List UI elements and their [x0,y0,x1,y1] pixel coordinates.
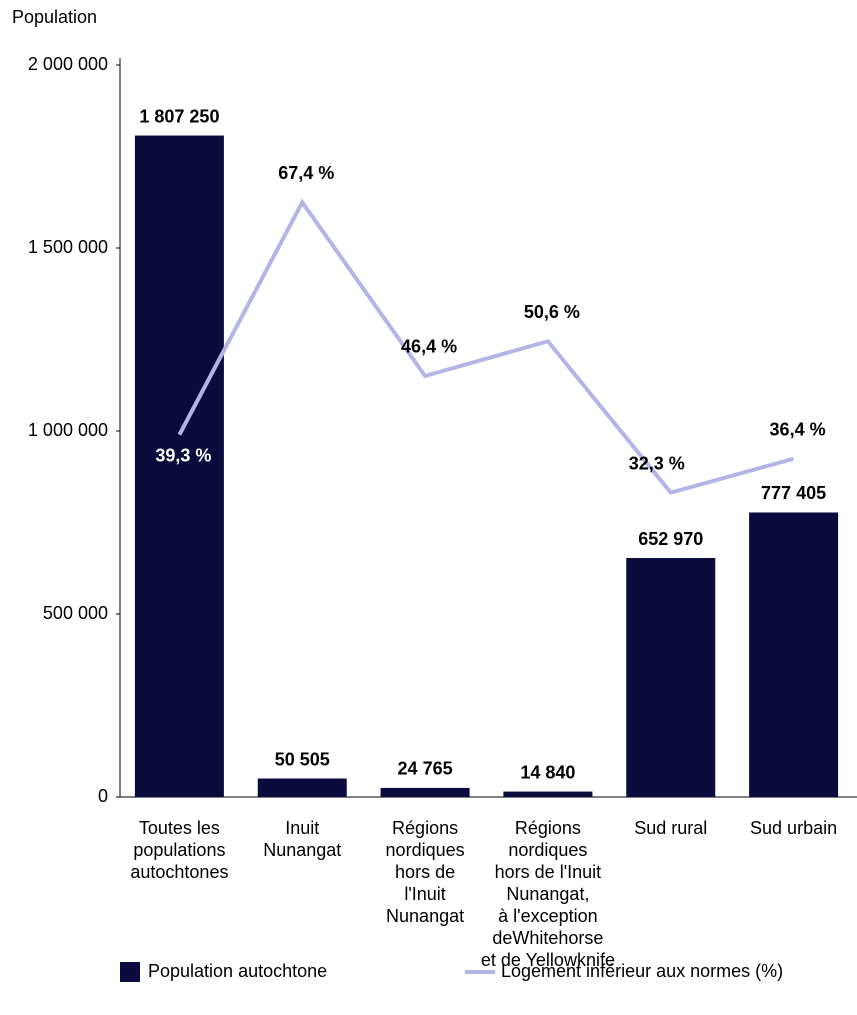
x-tick-label: Sud urbain [750,818,837,838]
y-tick-label: 2 000 000 [28,54,108,74]
x-tick-label: Régions nordiques hors de l'Inuit Nunangat,… [481,818,615,970]
y-tick-label: 1 000 000 [28,420,108,440]
bar [257,778,347,797]
bar [749,512,839,797]
legend-label: Logement inférieur aux normes (%) [501,961,783,981]
legend-swatch [120,962,140,982]
bar-value-label: 652 970 [638,529,703,549]
bar-value-label: 50 505 [275,749,330,769]
bar-value-label: 24 765 [398,759,453,779]
line-value-label: 50,6 % [524,302,580,322]
y-tick-label: 500 000 [43,603,108,623]
legend-label: Population autochtone [148,961,327,981]
x-tick-label: Inuit Nunangat [263,818,341,860]
bar [503,791,593,797]
x-tick-label: Toutes les populations autochtones [130,818,228,882]
line-value-label: 36,4 % [770,419,826,439]
bar [380,787,470,797]
line-value-label: 39,3 % [155,445,211,465]
y-tick-label: 1 500 000 [28,237,108,257]
bar-value-label: 14 840 [520,762,575,782]
bar [134,135,224,797]
bar [626,558,716,797]
bar-value-label: 1 807 250 [139,106,219,126]
line-value-label: 32,3 % [629,453,685,473]
y-axis-title: Population [12,7,97,27]
line [177,198,795,495]
line-value-label: 67,4 % [278,163,334,183]
y-tick-label: 0 [98,786,108,806]
x-tick-label: Régions nordiques hors de l'Inuit Nunangat [386,818,465,926]
line-value-label: 46,4 % [401,337,457,357]
x-tick-label: Sud rural [634,818,707,838]
bar-value-label: 777 405 [761,483,826,503]
